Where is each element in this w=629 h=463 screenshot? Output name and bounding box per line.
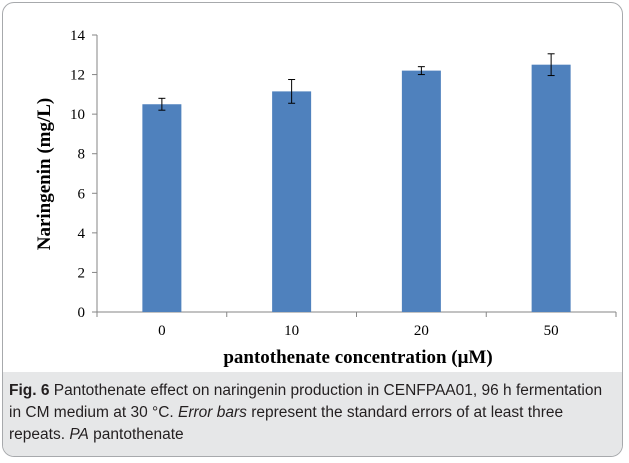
- y-tick-labels: 0 2 4 6 8 10 12 14: [70, 28, 86, 321]
- bar: [401, 70, 441, 312]
- caption-text-2: represent the standard errors of at leas…: [9, 404, 564, 443]
- caption-italic-error-bars: Error bars: [178, 404, 247, 421]
- caption-background: [3, 372, 622, 456]
- bar: [142, 104, 182, 312]
- caption-text-3: pantothenate: [88, 426, 184, 443]
- x-tick-label: 20: [414, 323, 429, 339]
- y-tick-label: 4: [78, 226, 86, 242]
- y-tick-label: 0: [78, 305, 86, 321]
- x-axis-title: pantothenate concentration (μM): [223, 347, 492, 368]
- bar-chart: 0 10 20 50 0 2 4 6 8 10 12 14 Naringenin (mg/L) pa…: [34, 28, 617, 368]
- bars: [142, 64, 571, 312]
- y-tick-label: 8: [78, 147, 86, 163]
- y-tick-label: 2: [78, 265, 86, 281]
- caption-text-1: Pantothenate effect on naringenin produc…: [9, 382, 603, 421]
- x-tick-label: 10: [284, 323, 299, 339]
- error-bars: [158, 53, 555, 111]
- axes: [92, 34, 617, 317]
- chart: 0 10 20 50 0 2 4 6 8 10 12 14 Naringenin (mg/L) pa…: [34, 28, 617, 368]
- x-tick-label: 0: [158, 323, 166, 339]
- y-tick-label: 12: [70, 68, 85, 84]
- bar: [531, 64, 571, 312]
- y-tick-label: 10: [70, 107, 85, 123]
- y-axis-title: Naringenin (mg/L): [34, 98, 55, 251]
- bar: [272, 91, 312, 312]
- caption-italic-pa: PA: [69, 426, 89, 443]
- figure-label: Fig. 6: [9, 382, 50, 399]
- y-tick-label: 14: [70, 28, 86, 44]
- y-tick-label: 6: [78, 186, 86, 202]
- x-tick-labels: 0 10 20 50: [158, 323, 559, 339]
- figure-caption: Fig. 6 Pantothenate effect on naringenin…: [9, 380, 617, 446]
- x-tick-label: 50: [544, 323, 559, 339]
